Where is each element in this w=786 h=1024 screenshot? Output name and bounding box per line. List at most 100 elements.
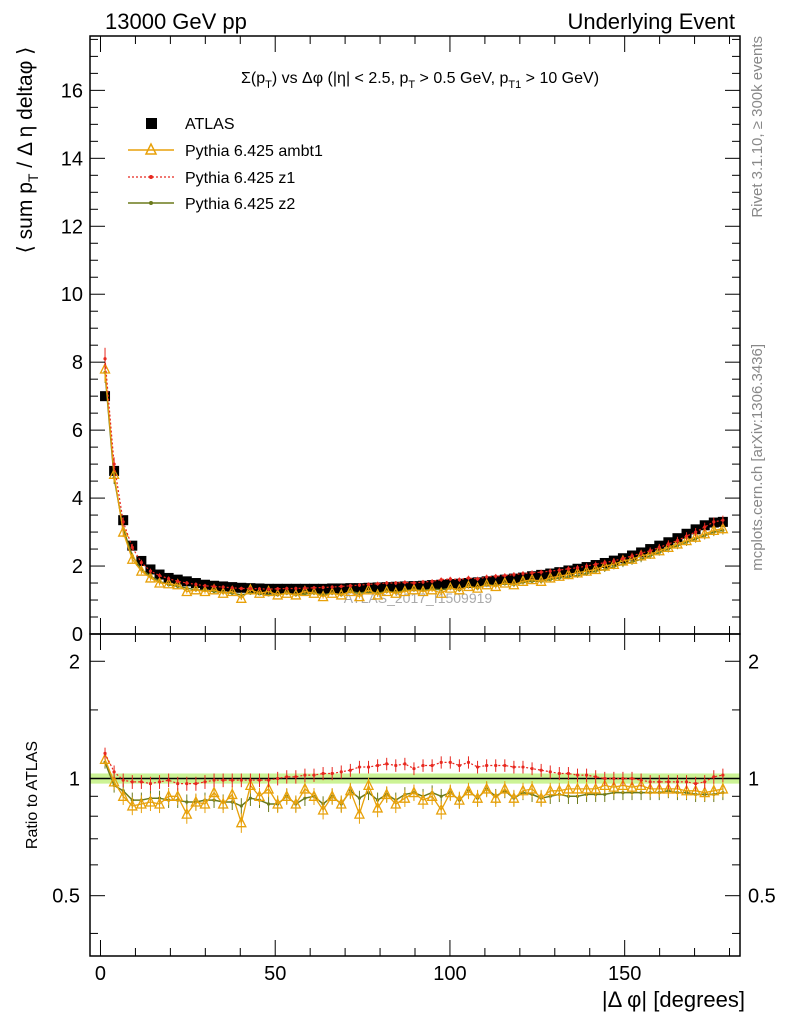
main-y-tick-label: 10	[61, 284, 83, 306]
z1-point	[294, 586, 298, 591]
z1-point	[121, 520, 125, 524]
ratio-ambt1-point	[562, 782, 574, 794]
ratio-z2-point	[248, 796, 253, 800]
ratio-ambt1-point	[408, 786, 420, 798]
ratio-z1-point	[521, 765, 525, 769]
ratio-z1-point	[403, 762, 407, 766]
ratio-z1-point	[548, 770, 552, 774]
ambt1-point	[553, 569, 565, 581]
ambt1-point	[317, 590, 329, 602]
ratio-ambt1-point	[172, 789, 184, 801]
ambt1-point	[399, 585, 411, 597]
ratio-ambt1-point	[671, 782, 683, 794]
ratio-z1-point	[694, 782, 698, 786]
ratio-ambt1-point	[472, 791, 484, 803]
ratio-z1-point	[684, 780, 689, 784]
ratio-ambt1-point	[144, 795, 157, 807]
z1-point	[694, 530, 698, 534]
z1-point	[566, 567, 571, 571]
ratio-ambt1-point	[508, 791, 520, 803]
z1-point	[321, 585, 325, 590]
ratio-z1-point	[630, 776, 634, 781]
ratio-z1-point	[639, 778, 643, 782]
ambt1-point	[590, 562, 602, 575]
z1-point	[348, 584, 352, 588]
ambt1-point	[108, 467, 120, 479]
ambt1-point	[617, 554, 629, 566]
z1-point	[548, 569, 552, 573]
z1-point	[485, 575, 489, 579]
ratio-z2-point	[357, 796, 362, 800]
ratio-z1-point	[457, 763, 461, 768]
z1-point	[512, 572, 516, 577]
ambt1-point	[253, 586, 266, 598]
ratio-z2-point	[239, 804, 243, 808]
ratio-z1-point	[594, 775, 598, 779]
ratio-z1-point	[376, 763, 380, 768]
ratio-ambt1-point	[253, 789, 266, 801]
legend-entry-z2: Pythia 6.425 z2	[128, 196, 295, 213]
ratio-z1-point	[412, 767, 416, 771]
z1-point	[394, 581, 398, 585]
ratio-z1-point	[112, 770, 116, 774]
z1-point	[357, 583, 362, 587]
ambt1-point	[462, 579, 475, 592]
ambt1-point	[299, 585, 311, 597]
ambt1-point	[281, 586, 293, 598]
ambt1-point	[544, 571, 556, 583]
header-left: 13000 GeV pp	[105, 9, 247, 34]
ratio-z1-point	[503, 763, 507, 768]
ratio-z1-point	[666, 780, 670, 784]
ratio-ambt1-point	[272, 797, 284, 809]
z1-point	[657, 545, 661, 549]
ratio-z1-point	[703, 780, 707, 784]
z1-point	[221, 585, 225, 589]
z1-point	[312, 586, 316, 590]
ratio-z1-point	[139, 780, 143, 784]
ratio-ambt1-point	[108, 775, 120, 787]
ambt1-point	[717, 522, 729, 534]
ratio-ambt1-point	[235, 816, 247, 828]
ratio-ambt1-point	[481, 782, 493, 794]
main-y-tick-label: 14	[61, 148, 83, 170]
ambt1-point	[426, 583, 438, 595]
z1-point	[639, 551, 643, 555]
main-y-axis-label: ⟨ sum pT / Δ η deltaφ ⟩	[14, 47, 41, 254]
z1-point	[539, 570, 543, 574]
ambt1-point	[390, 586, 402, 598]
ambt1-point	[199, 585, 211, 597]
ratio-ambt1-point	[308, 789, 320, 801]
ambt1-point	[308, 586, 320, 598]
ratio-ambt1-point	[435, 803, 447, 815]
z1-point	[339, 584, 343, 589]
ratio-z2-point	[185, 800, 189, 804]
ambt1-point	[344, 585, 356, 597]
ratio-z1-point	[421, 763, 425, 768]
atlas-point	[463, 578, 474, 589]
ambt1-point	[708, 523, 720, 536]
ratio-ambt1-point	[535, 791, 547, 803]
ambt1-point	[453, 583, 465, 595]
z1-point	[203, 584, 207, 588]
ratio-y-tick-label: 2	[69, 651, 80, 673]
z1-point	[612, 559, 616, 563]
z1-point	[521, 571, 525, 576]
x-tick-label: 100	[433, 963, 466, 985]
ratio-z1-point	[330, 771, 334, 776]
legend-label-ambt1: Pythia 6.425 ambt1	[185, 143, 323, 160]
z1-point	[112, 462, 116, 466]
ambt1-point	[671, 537, 683, 549]
ratio-z1-point	[557, 771, 561, 776]
ratio-z1-point	[712, 775, 716, 779]
ambt1-point	[144, 571, 157, 583]
ratio-ambt1-point	[635, 778, 647, 791]
ratio-z1-point	[321, 771, 325, 776]
z1-point	[148, 569, 153, 573]
z1-point	[421, 580, 425, 584]
ratio-ambt1-point	[381, 787, 393, 800]
ratio-ambt1-point	[181, 807, 193, 819]
z1-point	[230, 586, 234, 590]
ratio-y-tick-label-right: 1	[748, 768, 759, 790]
ambt1-point	[117, 525, 129, 537]
ratio-y-tick-label-right: 2	[748, 651, 759, 673]
